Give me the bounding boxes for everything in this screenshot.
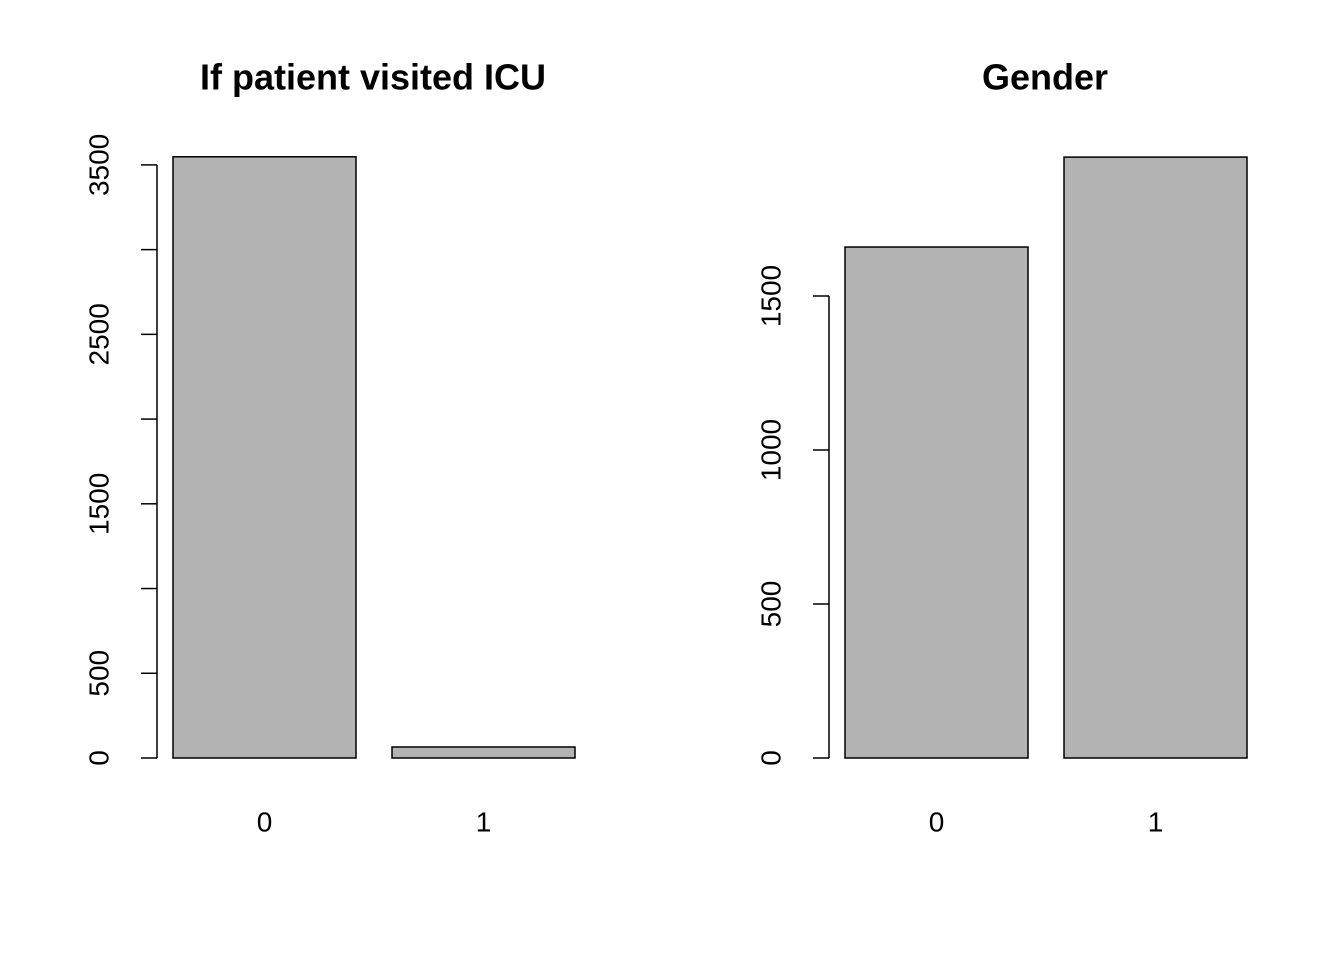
y-tick-label: 1500 [83,473,114,535]
y-tick-label: 0 [83,750,114,766]
x-tick-label: 0 [257,806,273,837]
y-tick-label: 1500 [755,265,786,327]
y-tick-label: 2500 [83,303,114,365]
bar [844,246,1029,759]
bar [391,746,576,759]
chart-title: Gender [982,57,1108,98]
y-tick-label: 0 [755,750,786,766]
y-tick-label: 3500 [83,134,114,196]
x-tick-label: 1 [1148,806,1164,837]
x-tick-label: 0 [929,806,945,837]
chart-title: If patient visited ICU [200,57,546,98]
y-tick-label: 1000 [755,419,786,481]
y-tick-label: 500 [755,581,786,628]
bar [1063,156,1248,759]
x-tick-label: 1 [476,806,492,837]
bar [172,156,357,759]
y-tick-label: 500 [83,650,114,697]
